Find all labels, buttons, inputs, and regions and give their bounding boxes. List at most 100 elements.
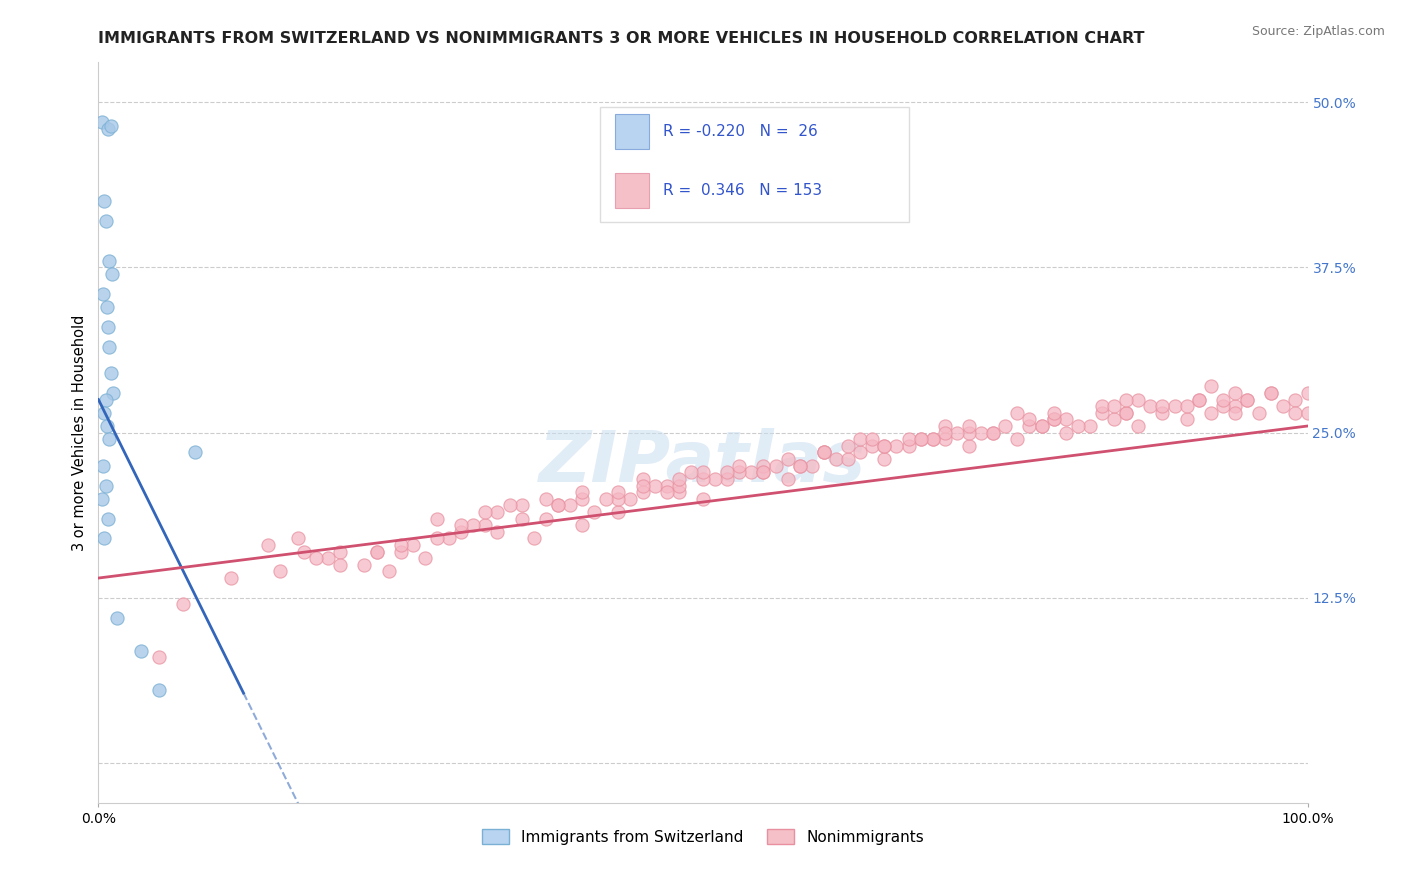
Text: Source: ZipAtlas.com: Source: ZipAtlas.com xyxy=(1251,25,1385,38)
Point xyxy=(94,392,117,407)
Point xyxy=(631,478,654,492)
Point xyxy=(716,472,738,486)
Point xyxy=(957,425,980,440)
Point xyxy=(716,465,738,479)
Point xyxy=(934,425,956,440)
Point xyxy=(221,571,243,585)
Point xyxy=(463,518,485,533)
Point xyxy=(1163,399,1185,413)
Point xyxy=(1139,399,1161,413)
Point xyxy=(1260,386,1282,401)
Point xyxy=(910,432,932,446)
Point xyxy=(148,683,170,698)
Point xyxy=(1188,392,1211,407)
Point xyxy=(498,499,520,513)
Point xyxy=(957,439,980,453)
Point xyxy=(813,445,835,459)
Point xyxy=(148,650,170,665)
Point xyxy=(486,505,509,519)
Point xyxy=(426,511,449,525)
Point xyxy=(1175,399,1198,413)
Point xyxy=(1042,412,1064,426)
Point xyxy=(287,532,309,546)
Point xyxy=(946,425,969,440)
FancyBboxPatch shape xyxy=(600,107,908,221)
Point xyxy=(1223,406,1246,420)
Point xyxy=(98,253,121,268)
Point xyxy=(96,419,118,434)
Point xyxy=(1236,392,1258,407)
Legend: Immigrants from Switzerland, Nonimmigrants: Immigrants from Switzerland, Nonimmigran… xyxy=(475,822,931,851)
Point xyxy=(1031,419,1053,434)
Point xyxy=(305,551,328,566)
Point xyxy=(97,511,120,525)
Point xyxy=(897,432,920,446)
Point xyxy=(1152,399,1174,413)
Point xyxy=(100,366,122,380)
Point xyxy=(607,485,630,500)
Point xyxy=(389,544,412,558)
Point xyxy=(1249,406,1271,420)
Point xyxy=(668,472,690,486)
Point xyxy=(1212,399,1234,413)
Point xyxy=(534,491,557,506)
Point xyxy=(426,532,449,546)
Point xyxy=(1272,399,1295,413)
Point xyxy=(765,458,787,473)
Point xyxy=(1236,392,1258,407)
Point xyxy=(256,538,278,552)
Point xyxy=(91,286,114,301)
Point xyxy=(981,425,1004,440)
Point xyxy=(692,491,714,506)
Point xyxy=(269,565,291,579)
Y-axis label: 3 or more Vehicles in Household: 3 or more Vehicles in Household xyxy=(72,315,87,550)
Point xyxy=(1054,425,1077,440)
Point xyxy=(571,485,593,500)
Point xyxy=(619,491,641,506)
Point xyxy=(1031,419,1053,434)
Point xyxy=(523,532,546,546)
Point xyxy=(1115,406,1137,420)
Point xyxy=(547,499,569,513)
Point xyxy=(1175,412,1198,426)
Point xyxy=(1067,419,1090,434)
Point xyxy=(486,524,509,539)
Point xyxy=(728,465,751,479)
Point xyxy=(970,425,993,440)
Point xyxy=(1091,399,1114,413)
Point xyxy=(1284,392,1306,407)
Point xyxy=(837,439,859,453)
Text: ZIPatlas: ZIPatlas xyxy=(540,428,866,497)
Point xyxy=(94,478,117,492)
Point xyxy=(692,465,714,479)
Point xyxy=(1018,419,1040,434)
Point xyxy=(96,300,118,314)
Point xyxy=(558,499,581,513)
Point xyxy=(91,115,114,129)
Point xyxy=(921,432,943,446)
Point xyxy=(98,432,121,446)
Point xyxy=(1018,412,1040,426)
Point xyxy=(377,565,399,579)
Point xyxy=(752,465,775,479)
Text: R = -0.220   N =  26: R = -0.220 N = 26 xyxy=(664,124,818,139)
Point xyxy=(655,478,678,492)
FancyBboxPatch shape xyxy=(614,173,648,209)
Point xyxy=(402,538,425,552)
Point xyxy=(789,458,811,473)
Point xyxy=(813,445,835,459)
Point xyxy=(644,478,666,492)
FancyBboxPatch shape xyxy=(614,113,648,149)
Point xyxy=(655,485,678,500)
Point xyxy=(1199,406,1222,420)
Point xyxy=(583,505,606,519)
Point xyxy=(97,319,120,334)
Point xyxy=(1091,406,1114,420)
Point xyxy=(93,194,115,209)
Point xyxy=(571,491,593,506)
Point xyxy=(389,538,412,552)
Point xyxy=(1152,406,1174,420)
Point xyxy=(1054,412,1077,426)
Point xyxy=(813,445,835,459)
Point xyxy=(413,551,436,566)
